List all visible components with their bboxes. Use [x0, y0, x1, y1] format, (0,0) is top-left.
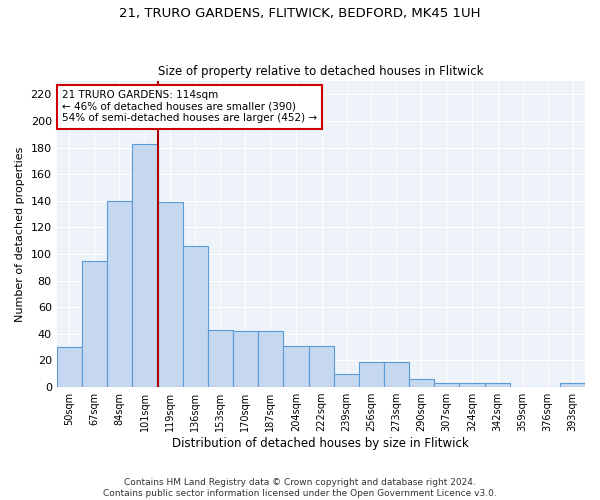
Text: 21 TRURO GARDENS: 114sqm
← 46% of detached houses are smaller (390)
54% of semi-: 21 TRURO GARDENS: 114sqm ← 46% of detach… [62, 90, 317, 124]
X-axis label: Distribution of detached houses by size in Flitwick: Distribution of detached houses by size … [172, 437, 469, 450]
Title: Size of property relative to detached houses in Flitwick: Size of property relative to detached ho… [158, 66, 484, 78]
Bar [208, 330, 233, 387]
Bar [560, 383, 585, 387]
Text: 21, TRURO GARDENS, FLITWICK, BEDFORD, MK45 1UH: 21, TRURO GARDENS, FLITWICK, BEDFORD, MK… [119, 8, 481, 20]
Bar [82, 260, 107, 387]
Bar [56, 347, 82, 387]
Y-axis label: Number of detached properties: Number of detached properties [15, 146, 25, 322]
Bar [309, 346, 334, 387]
Bar [359, 362, 384, 387]
Bar [485, 383, 510, 387]
Bar [334, 374, 359, 387]
Bar [283, 346, 309, 387]
Bar [131, 144, 158, 387]
Bar [183, 246, 208, 387]
Bar [434, 383, 459, 387]
Bar [233, 331, 258, 387]
Text: Contains HM Land Registry data © Crown copyright and database right 2024.
Contai: Contains HM Land Registry data © Crown c… [103, 478, 497, 498]
Bar [107, 201, 131, 387]
Bar [409, 379, 434, 387]
Bar [459, 383, 485, 387]
Bar [158, 202, 183, 387]
Bar [384, 362, 409, 387]
Bar [258, 331, 283, 387]
